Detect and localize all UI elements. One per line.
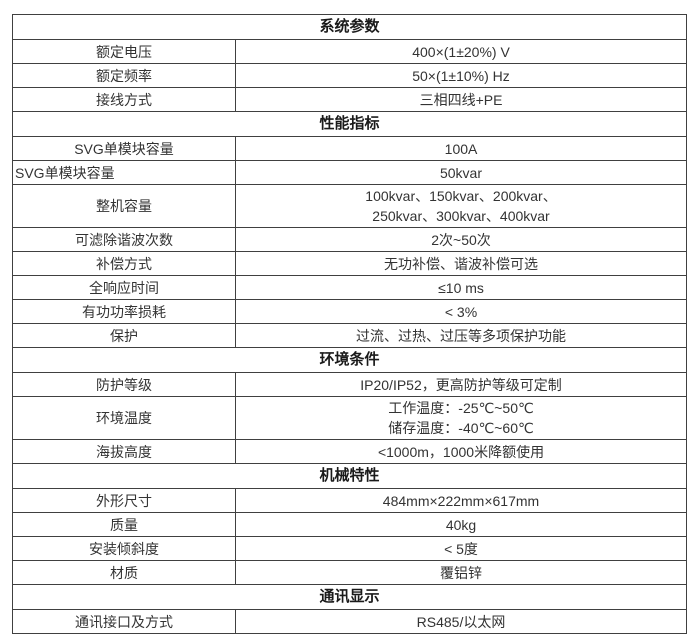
param-value-cell: <1000m，1000米降额使用 bbox=[234, 439, 688, 464]
row-compensation-mode: 补偿方式 无功补偿、谐波补偿可选 bbox=[12, 251, 688, 276]
row-rated-frequency: 额定频率 50×(1±10%) Hz bbox=[12, 63, 688, 88]
section-title: 性能指标 bbox=[11, 111, 688, 137]
param-value-cell: RS485/以太网 bbox=[234, 609, 688, 634]
section-system-parameters: 系统参数 bbox=[11, 14, 688, 40]
param-label-cell: 全响应时间 bbox=[12, 275, 236, 300]
param-value-cell: 过流、过热、过压等多项保护功能 bbox=[234, 323, 688, 348]
section-title: 环境条件 bbox=[11, 347, 688, 373]
param-label-cell: 海拔高度 bbox=[12, 439, 236, 464]
row-active-power-loss: 有功功率损耗 < 3% bbox=[12, 299, 688, 324]
row-total-capacity: 整机容量 100kvar、150kvar、200kvar、 250kvar、30… bbox=[12, 184, 688, 228]
param-value-cell: 无功补偿、谐波补偿可选 bbox=[234, 251, 688, 276]
param-value-cell: 2次~50次 bbox=[234, 227, 688, 252]
row-svg-module-capacity-2: SVG单模块容量 50kvar bbox=[12, 160, 688, 185]
param-label-cell: 防护等级 bbox=[12, 372, 236, 397]
param-value-cell: < 3% bbox=[234, 299, 688, 324]
row-wiring-mode: 接线方式 三相四线+PE bbox=[12, 87, 688, 112]
section-title: 通讯显示 bbox=[11, 584, 688, 610]
row-protection-rating: 防护等级 IP20/IP52，更高防护等级可定制 bbox=[12, 372, 688, 397]
section-performance: 性能指标 bbox=[11, 111, 688, 137]
param-value-cell: 工作温度：-25℃~50℃ 储存温度：-40℃~60℃ bbox=[234, 396, 688, 440]
row-altitude: 海拔高度 <1000m，1000米降额使用 bbox=[12, 439, 688, 464]
row-protection: 保护 过流、过热、过压等多项保护功能 bbox=[12, 323, 688, 348]
param-value-cell: 100A bbox=[234, 136, 688, 161]
row-comm-interface: 通讯接口及方式 RS485/以太网 bbox=[12, 609, 688, 634]
param-value-cell: 50kvar bbox=[234, 160, 688, 185]
value-line: 工作温度：-25℃~50℃ bbox=[388, 400, 534, 416]
param-label-cell: 外形尺寸 bbox=[12, 488, 236, 513]
param-value-cell: 484mm×222mm×617mm bbox=[234, 488, 688, 513]
value-line: 250kvar、300kvar、400kvar bbox=[372, 208, 550, 224]
param-label-cell: 额定频率 bbox=[12, 63, 236, 88]
param-value-cell: 覆铝锌 bbox=[234, 560, 688, 585]
row-dimensions: 外形尺寸 484mm×222mm×617mm bbox=[12, 488, 688, 513]
param-label-cell: SVG单模块容量 bbox=[12, 136, 236, 161]
param-label-cell: 安装倾斜度 bbox=[12, 536, 236, 561]
param-value-cell: IP20/IP52，更高防护等级可定制 bbox=[234, 372, 688, 397]
param-value-cell: 100kvar、150kvar、200kvar、 250kvar、300kvar… bbox=[234, 184, 688, 228]
param-label-cell: 质量 bbox=[12, 512, 236, 537]
param-label-cell: 额定电压 bbox=[12, 39, 236, 64]
param-value-cell: < 5度 bbox=[234, 536, 688, 561]
row-svg-module-capacity-1: SVG单模块容量 100A bbox=[12, 136, 688, 161]
param-label-cell: 保护 bbox=[12, 323, 236, 348]
section-environment: 环境条件 bbox=[11, 347, 688, 373]
row-installation-tilt: 安装倾斜度 < 5度 bbox=[12, 536, 688, 561]
row-weight: 质量 40kg bbox=[12, 512, 688, 537]
value-line: 储存温度：-40℃~60℃ bbox=[388, 420, 534, 436]
row-rated-voltage: 额定电压 400×(1±20%) V bbox=[12, 39, 688, 64]
row-response-time: 全响应时间 ≤10 ms bbox=[12, 275, 688, 300]
param-value-cell: 50×(1±10%) Hz bbox=[234, 63, 688, 88]
param-value-cell: 40kg bbox=[234, 512, 688, 537]
param-value-cell: 400×(1±20%) V bbox=[234, 39, 688, 64]
value-line: 100kvar、150kvar、200kvar、 bbox=[365, 188, 557, 204]
section-mechanical: 机械特性 bbox=[11, 463, 688, 489]
section-title: 机械特性 bbox=[11, 463, 688, 489]
param-label-cell: 通讯接口及方式 bbox=[12, 609, 236, 634]
param-label-cell: 补偿方式 bbox=[12, 251, 236, 276]
param-value-cell: ≤10 ms bbox=[234, 275, 688, 300]
spec-table: 系统参数 额定电压 400×(1±20%) V 额定频率 50×(1±10%) … bbox=[11, 14, 688, 634]
section-title: 系统参数 bbox=[11, 14, 688, 40]
param-label-cell: 可滤除谐波次数 bbox=[12, 227, 236, 252]
param-value-cell: 三相四线+PE bbox=[234, 87, 688, 112]
row-material: 材质 覆铝锌 bbox=[12, 560, 688, 585]
param-label-cell: 整机容量 bbox=[12, 184, 236, 228]
row-ambient-temperature: 环境温度 工作温度：-25℃~50℃ 储存温度：-40℃~60℃ bbox=[12, 396, 688, 440]
section-communication: 通讯显示 bbox=[11, 584, 688, 610]
param-label-cell: 有功功率损耗 bbox=[12, 299, 236, 324]
param-label-cell: 接线方式 bbox=[12, 87, 236, 112]
param-label-cell: 环境温度 bbox=[12, 396, 236, 440]
param-label-cell: SVG单模块容量 bbox=[12, 160, 236, 185]
row-filterable-harmonics: 可滤除谐波次数 2次~50次 bbox=[12, 227, 688, 252]
param-label-cell: 材质 bbox=[12, 560, 236, 585]
